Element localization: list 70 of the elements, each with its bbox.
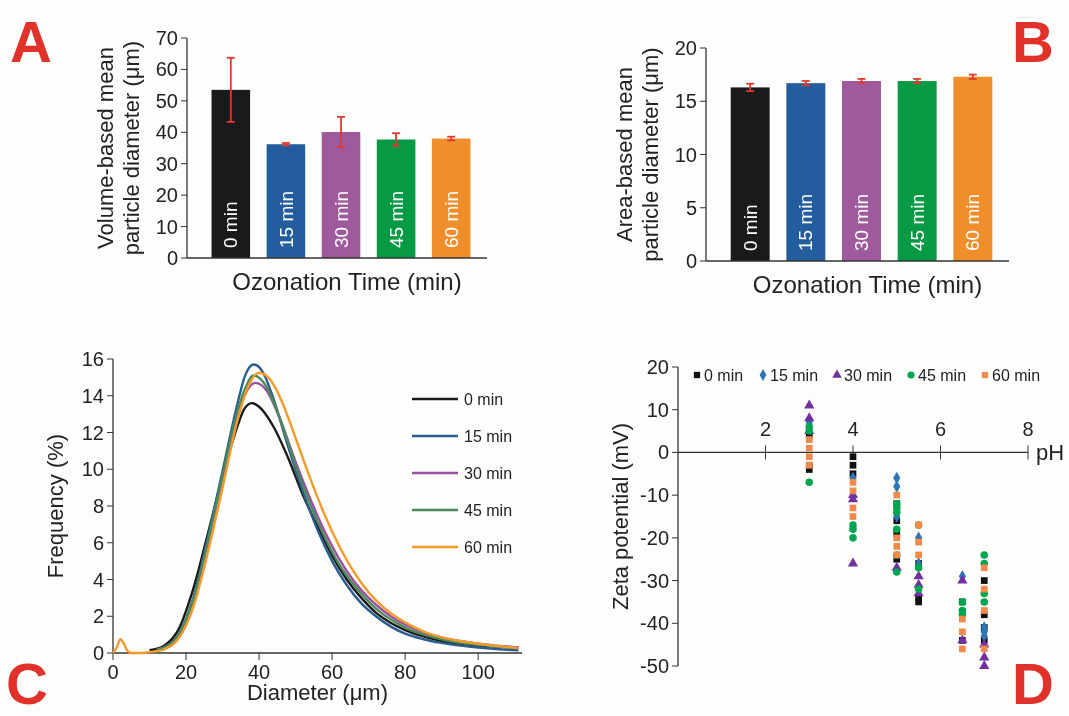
x-axis-title: Diameter (μm) bbox=[246, 680, 389, 705]
x-tick-label: 20 bbox=[174, 661, 198, 683]
y-tick-label: -40 bbox=[640, 612, 669, 635]
x-tick-label: 4 bbox=[847, 418, 859, 441]
y-tick-label: 10 bbox=[674, 143, 697, 166]
y-tick-label: 16 bbox=[81, 348, 104, 370]
text: C bbox=[6, 651, 48, 716]
y-tick-label: 6 bbox=[92, 531, 104, 554]
y-axis-title: Area-based mean particle diameter (μm) bbox=[612, 47, 663, 262]
x-tick-label: 45 min bbox=[906, 193, 928, 251]
x-tick-label: 2 bbox=[759, 418, 772, 441]
y-tick-label: 2 bbox=[92, 605, 104, 628]
y-tick-label: 30 bbox=[155, 152, 178, 175]
y-tick-label: 10 bbox=[81, 458, 104, 481]
x-axis-title: pH bbox=[1036, 440, 1065, 466]
legend-label: 45 min bbox=[464, 501, 513, 519]
legend-label: 30 min bbox=[844, 366, 893, 384]
y-tick-label: 15 bbox=[674, 90, 697, 113]
y-tick-label: 50 bbox=[155, 89, 178, 112]
y-tick-label: 20 bbox=[674, 37, 697, 59]
x-tick-label: 100 bbox=[461, 661, 495, 683]
y-tick-label: 4 bbox=[92, 568, 104, 591]
x-tick-label: 40 bbox=[247, 661, 271, 683]
y-tick-label: -20 bbox=[640, 526, 669, 549]
y-axis-title: Frequency (%) bbox=[43, 433, 68, 579]
y-tick-label: -50 bbox=[640, 655, 669, 677]
x-tick-label: 0 bbox=[107, 661, 119, 683]
y-tick-label: 0 bbox=[685, 250, 697, 272]
y-axis-title: Zeta potential (mV) bbox=[608, 422, 633, 611]
legend-label: 60 min bbox=[992, 366, 1041, 384]
legend-label: 45 min bbox=[918, 366, 967, 384]
y-tick-label: 10 bbox=[646, 398, 669, 421]
legend-label: 0 min bbox=[464, 390, 504, 408]
x-tick-label: 60 min bbox=[962, 193, 984, 251]
legend-label: 0 min bbox=[704, 366, 744, 384]
annotation: D bbox=[1012, 651, 1054, 716]
legend-label: 60 min bbox=[464, 538, 513, 556]
y-tick-label: 60 bbox=[155, 58, 178, 81]
x-tick-label: 60 bbox=[320, 661, 344, 683]
x-tick-label: 45 min bbox=[385, 190, 407, 248]
x-tick-label: 0 min bbox=[739, 204, 761, 251]
y-tick-label: 20 bbox=[646, 356, 669, 378]
x-tick-label: 0 min bbox=[220, 201, 242, 248]
x-tick-label: 30 min bbox=[330, 190, 352, 248]
x-tick-label: 80 bbox=[394, 661, 417, 683]
legend-label: 15 min bbox=[770, 366, 819, 384]
y-axis-title: Volume-based mean particle diameter (μm) bbox=[93, 40, 144, 256]
y-tick-label: -10 bbox=[640, 484, 669, 507]
x-tick-label: 6 bbox=[934, 418, 947, 441]
y-tick-label: 0 bbox=[657, 441, 669, 464]
x-tick-label: 15 min bbox=[275, 190, 297, 248]
x-tick-label: 8 bbox=[1022, 418, 1034, 441]
legend-label: 30 min bbox=[464, 464, 513, 482]
y-tick-label: 12 bbox=[81, 421, 104, 444]
y-tick-label: -30 bbox=[640, 569, 669, 592]
y-tick-label: 70 bbox=[155, 27, 178, 49]
x-tick-label: 15 min bbox=[795, 193, 817, 251]
y-tick-label: 8 bbox=[92, 495, 104, 517]
text: A bbox=[10, 9, 52, 74]
y-tick-label: 0 bbox=[166, 247, 178, 269]
y-tick-label: 10 bbox=[155, 215, 178, 238]
y-tick-label: 0 bbox=[92, 642, 104, 664]
y-tick-label: 40 bbox=[155, 121, 178, 144]
y-tick-label: 14 bbox=[81, 384, 104, 407]
x-axis-title: Ozonation Time (min) bbox=[232, 268, 462, 295]
x-axis-title: Ozonation Time (min) bbox=[752, 271, 983, 298]
x-tick-label: 60 min bbox=[440, 190, 462, 248]
y-tick-label: 5 bbox=[685, 196, 697, 219]
x-tick-label: 30 min bbox=[851, 193, 873, 251]
text: B bbox=[1012, 9, 1054, 74]
